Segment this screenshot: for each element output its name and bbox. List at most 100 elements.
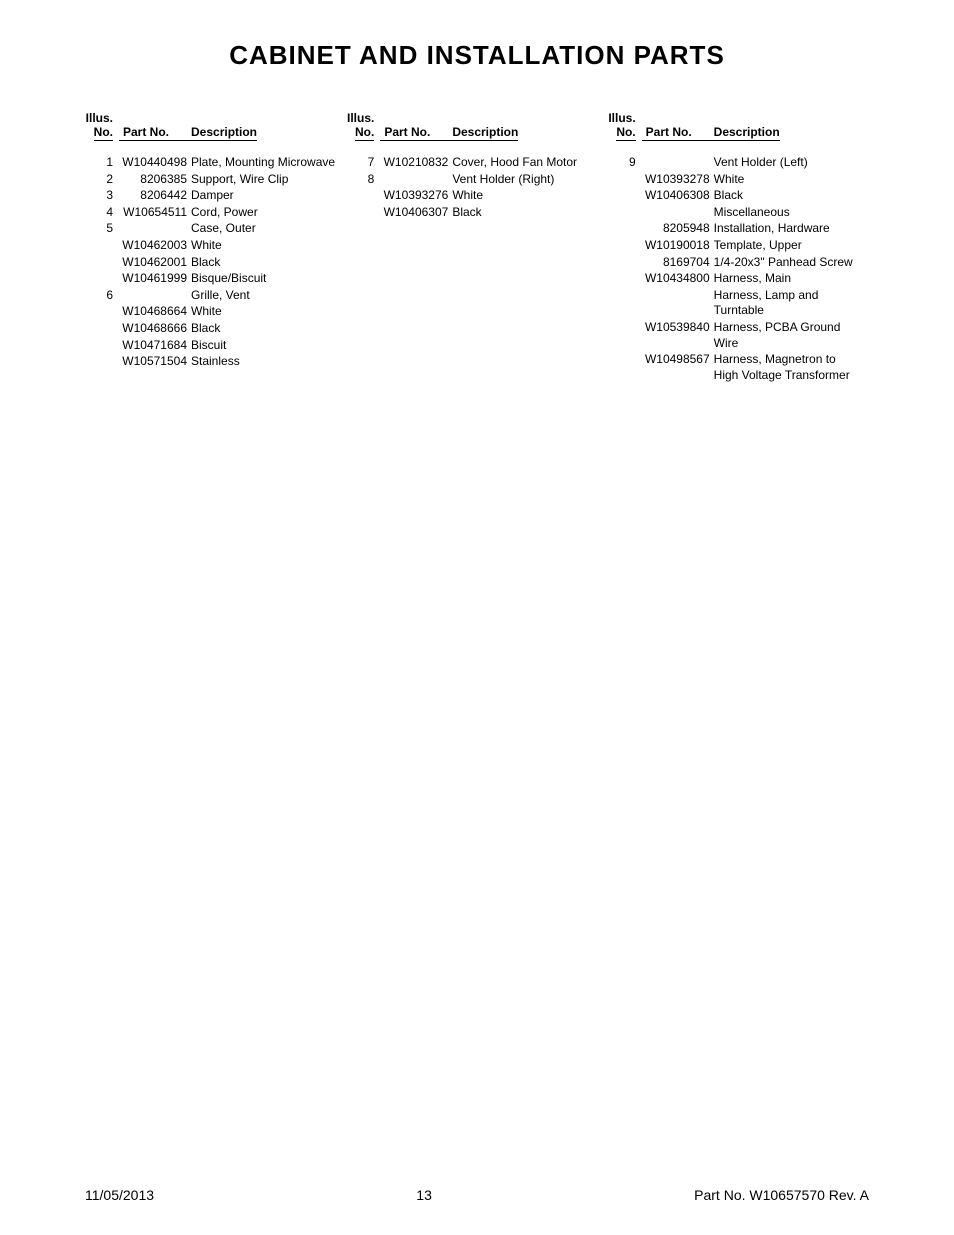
cell-partno xyxy=(642,205,714,221)
table-row: 81697041/4-20x3" Panhead Screw xyxy=(608,255,869,271)
column-3-rows: 9Vent Holder (Left)W10393278WhiteW104063… xyxy=(608,155,869,383)
table-row: 8205948Installation, Hardware xyxy=(608,221,869,237)
cell-illus xyxy=(608,172,642,188)
cell-desc: Cord, Power xyxy=(191,205,346,221)
header-desc: Description xyxy=(714,125,780,141)
cell-illus xyxy=(85,354,119,370)
column-1-rows: 1W10440498Plate, Mounting Microwave28206… xyxy=(85,155,346,370)
cell-partno: W10210832 xyxy=(380,155,452,171)
cell-illus: 9 xyxy=(608,155,642,171)
cell-illus: 5 xyxy=(85,221,119,237)
column-header: Illus. No. Part No. Description xyxy=(608,111,869,141)
cell-illus: 8 xyxy=(346,172,380,188)
cell-partno: W10654511 xyxy=(119,205,191,221)
cell-illus xyxy=(85,304,119,320)
header-desc: Description xyxy=(452,125,518,141)
cell-illus xyxy=(608,188,642,204)
cell-partno: W10498567 xyxy=(642,352,714,383)
cell-illus xyxy=(85,255,119,271)
column-header: Illus. No. Part No. Description xyxy=(85,111,346,141)
footer-page: 13 xyxy=(416,1187,432,1203)
table-row: W10539840Harness, PCBA Ground Wire xyxy=(608,320,869,351)
cell-illus xyxy=(608,205,642,221)
cell-illus xyxy=(608,320,642,351)
cell-illus xyxy=(85,238,119,254)
column-header: Illus. No. Part No. Description xyxy=(346,111,607,141)
header-partno: Part No. xyxy=(380,125,452,141)
cell-desc: Grille, Vent xyxy=(191,288,346,304)
table-row: W10462003White xyxy=(85,238,346,254)
table-row: W10190018Template, Upper xyxy=(608,238,869,254)
cell-partno: 8206385 xyxy=(119,172,191,188)
cell-desc: Miscellaneous xyxy=(714,205,869,221)
cell-illus xyxy=(85,271,119,287)
cell-desc: White xyxy=(714,172,869,188)
cell-desc: Template, Upper xyxy=(714,238,869,254)
cell-illus: 2 xyxy=(85,172,119,188)
header-partno: Part No. xyxy=(119,125,191,141)
cell-partno xyxy=(642,288,714,319)
cell-partno: W10471684 xyxy=(119,338,191,354)
cell-desc: Black xyxy=(714,188,869,204)
cell-illus: 7 xyxy=(346,155,380,171)
table-row: 7W10210832Cover, Hood Fan Motor xyxy=(346,155,607,171)
table-row: 28206385Support, Wire Clip xyxy=(85,172,346,188)
cell-partno: W10393276 xyxy=(380,188,452,204)
cell-illus xyxy=(346,205,380,221)
cell-desc: Case, Outer xyxy=(191,221,346,237)
cell-desc: Installation, Hardware xyxy=(714,221,869,237)
table-row: W10468664White xyxy=(85,304,346,320)
table-row: W10393278White xyxy=(608,172,869,188)
table-row: 38206442Damper xyxy=(85,188,346,204)
cell-illus: 4 xyxy=(85,205,119,221)
table-row: 8 Vent Holder (Right) xyxy=(346,172,607,188)
cell-partno: W10406307 xyxy=(380,205,452,221)
cell-illus xyxy=(608,255,642,271)
table-row: W10406308Black xyxy=(608,188,869,204)
table-row: 5 Case, Outer xyxy=(85,221,346,237)
cell-partno xyxy=(380,172,452,188)
cell-partno: W10571504 xyxy=(119,354,191,370)
table-row: W10471684Biscuit xyxy=(85,338,346,354)
cell-illus xyxy=(85,338,119,354)
cell-partno: W10539840 xyxy=(642,320,714,351)
header-desc: Description xyxy=(191,125,257,141)
cell-desc: White xyxy=(452,188,607,204)
table-row: W10462001Black xyxy=(85,255,346,271)
header-illus: Illus. No. xyxy=(346,111,380,141)
table-row: W10406307Black xyxy=(346,205,607,221)
cell-desc: White xyxy=(191,238,346,254)
cell-desc: Harness, Main xyxy=(714,271,869,287)
table-row: W10434800Harness, Main xyxy=(608,271,869,287)
table-row: W10468666Black xyxy=(85,321,346,337)
table-row: W10571504Stainless xyxy=(85,354,346,370)
cell-desc: Vent Holder (Right) xyxy=(452,172,607,188)
cell-partno: W10462003 xyxy=(119,238,191,254)
cell-illus xyxy=(608,238,642,254)
footer-date: 11/05/2013 xyxy=(85,1187,154,1203)
cell-partno: W10190018 xyxy=(642,238,714,254)
cell-desc: Harness, PCBA Ground Wire xyxy=(714,320,869,351)
header-partno: Part No. xyxy=(642,125,714,141)
cell-illus xyxy=(608,271,642,287)
cell-desc: Harness, Lamp and Turntable xyxy=(714,288,869,319)
column-1: Illus. No. Part No. Description 1W104404… xyxy=(85,111,346,384)
table-row: 6Grille, Vent xyxy=(85,288,346,304)
cell-partno: 8206442 xyxy=(119,188,191,204)
cell-partno: W10468664 xyxy=(119,304,191,320)
page-title: CABINET AND INSTALLATION PARTS xyxy=(0,0,954,111)
cell-desc: 1/4-20x3" Panhead Screw xyxy=(714,255,869,271)
page-footer: 11/05/2013 13 Part No. W10657570 Rev. A xyxy=(0,1187,954,1203)
cell-desc: Black xyxy=(191,255,346,271)
header-illus: Illus. No. xyxy=(608,111,642,141)
footer-partinfo: Part No. W10657570 Rev. A xyxy=(694,1187,869,1203)
table-row: 9Vent Holder (Left) xyxy=(608,155,869,171)
cell-desc: Black xyxy=(452,205,607,221)
cell-desc: Cover, Hood Fan Motor xyxy=(452,155,607,171)
cell-desc: Harness, Magnetron to High Voltage Trans… xyxy=(714,352,869,383)
cell-desc: Damper xyxy=(191,188,346,204)
cell-desc: Stainless xyxy=(191,354,346,370)
cell-partno xyxy=(642,155,714,171)
cell-partno xyxy=(119,288,191,304)
cell-partno: W10440498 xyxy=(119,155,191,171)
